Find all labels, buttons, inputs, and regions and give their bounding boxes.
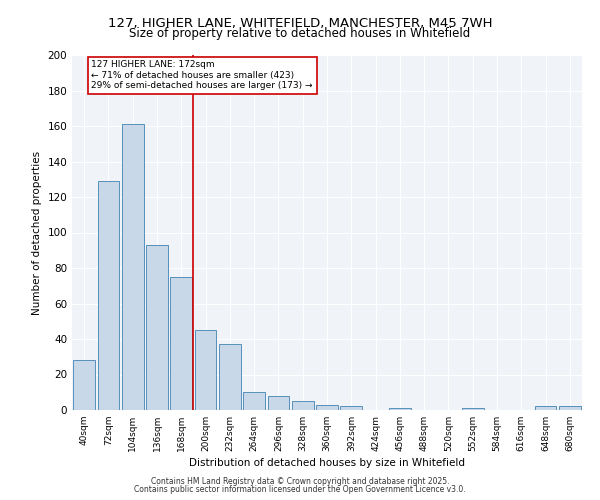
Bar (243, 392, 265, 410)
Text: Size of property relative to detached houses in Whitefield: Size of property relative to detached ho… (130, 28, 470, 40)
Bar (73, 360, 95, 410)
Bar (219, 344, 241, 410)
X-axis label: Distribution of detached houses by size in Whitefield: Distribution of detached houses by size … (189, 458, 465, 468)
Bar (292, 401, 314, 410)
Bar (146, 245, 168, 410)
Bar (194, 330, 217, 410)
Bar (122, 124, 143, 410)
Bar (316, 404, 338, 410)
Text: Contains HM Land Registry data © Crown copyright and database right 2025.: Contains HM Land Registry data © Crown c… (151, 477, 449, 486)
Bar (268, 396, 289, 410)
Text: Contains public sector information licensed under the Open Government Licence v3: Contains public sector information licen… (134, 485, 466, 494)
Bar (389, 408, 411, 410)
Bar (462, 408, 484, 410)
Text: 127, HIGHER LANE, WHITEFIELD, MANCHESTER, M45 7WH: 127, HIGHER LANE, WHITEFIELD, MANCHESTER… (108, 18, 492, 30)
Bar (170, 277, 192, 410)
Bar (535, 406, 556, 410)
Y-axis label: Number of detached properties: Number of detached properties (32, 150, 42, 314)
Bar (340, 406, 362, 410)
Bar (97, 181, 119, 410)
Text: 127 HIGHER LANE: 172sqm
← 71% of detached houses are smaller (423)
29% of semi-d: 127 HIGHER LANE: 172sqm ← 71% of detache… (91, 60, 313, 90)
Bar (559, 406, 581, 410)
